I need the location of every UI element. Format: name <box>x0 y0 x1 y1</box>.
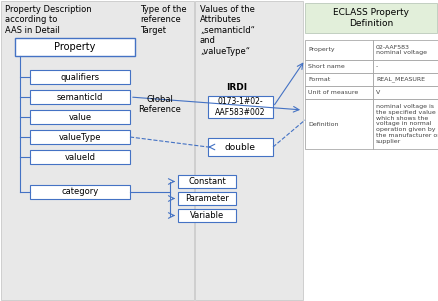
Bar <box>372 73 438 86</box>
Text: V: V <box>375 90 379 95</box>
Bar <box>304 99 372 149</box>
Text: Definition: Definition <box>307 122 338 126</box>
Bar <box>372 99 438 149</box>
Bar <box>15 38 135 56</box>
Bar <box>194 1 302 300</box>
Bar <box>372 60 438 73</box>
Text: 0173-1#02-
AAF583#002: 0173-1#02- AAF583#002 <box>215 97 265 117</box>
Text: valueId: valueId <box>64 153 95 162</box>
Text: Format: Format <box>307 77 329 82</box>
Bar <box>304 86 372 99</box>
Text: Short name: Short name <box>307 64 344 69</box>
Bar <box>304 60 372 73</box>
Text: Variable: Variable <box>190 211 224 220</box>
Bar <box>177 192 236 205</box>
Text: nominal voltage is
the specified value
which shows the
voltage in normal
operati: nominal voltage is the specified value w… <box>375 104 438 144</box>
Text: qualifiers: qualifiers <box>60 73 99 82</box>
Text: -: - <box>375 64 378 69</box>
Text: category: category <box>61 188 99 197</box>
Text: Constant: Constant <box>188 177 226 186</box>
Bar <box>30 90 130 104</box>
Bar <box>30 185 130 199</box>
Text: 02-AAF583
nominal voltage: 02-AAF583 nominal voltage <box>375 45 426 55</box>
Bar <box>304 3 436 33</box>
Text: Global
Reference: Global Reference <box>138 95 181 114</box>
Text: Property: Property <box>307 48 334 52</box>
Text: valueType: valueType <box>59 132 101 141</box>
Bar <box>30 110 130 124</box>
Bar <box>372 40 438 60</box>
Text: IRDI: IRDI <box>226 83 247 92</box>
Bar <box>177 175 236 188</box>
Text: Type of the
reference
Target: Type of the reference Target <box>140 5 186 35</box>
Bar <box>372 86 438 99</box>
Bar <box>30 130 130 144</box>
Text: Unit of measure: Unit of measure <box>307 90 357 95</box>
Text: REAL_MEASURE: REAL_MEASURE <box>375 77 424 82</box>
Text: Values of the
Attributes
„semanticId“
and
„valueType“: Values of the Attributes „semanticId“ an… <box>200 5 254 56</box>
Bar <box>1 1 194 300</box>
Bar <box>208 96 272 118</box>
Bar <box>304 40 372 60</box>
Text: semanticId: semanticId <box>57 92 103 101</box>
Text: Parameter: Parameter <box>185 194 228 203</box>
Text: Property Description
according to
AAS in Detail: Property Description according to AAS in… <box>5 5 92 35</box>
Bar <box>30 70 130 84</box>
Bar <box>304 73 372 86</box>
Text: value: value <box>68 113 92 122</box>
Bar <box>208 138 272 156</box>
Bar <box>177 209 236 222</box>
Text: ECLASS Property
Definition: ECLASS Property Definition <box>332 8 408 28</box>
Text: double: double <box>225 142 255 151</box>
Bar <box>30 150 130 164</box>
Text: Property: Property <box>54 42 95 52</box>
